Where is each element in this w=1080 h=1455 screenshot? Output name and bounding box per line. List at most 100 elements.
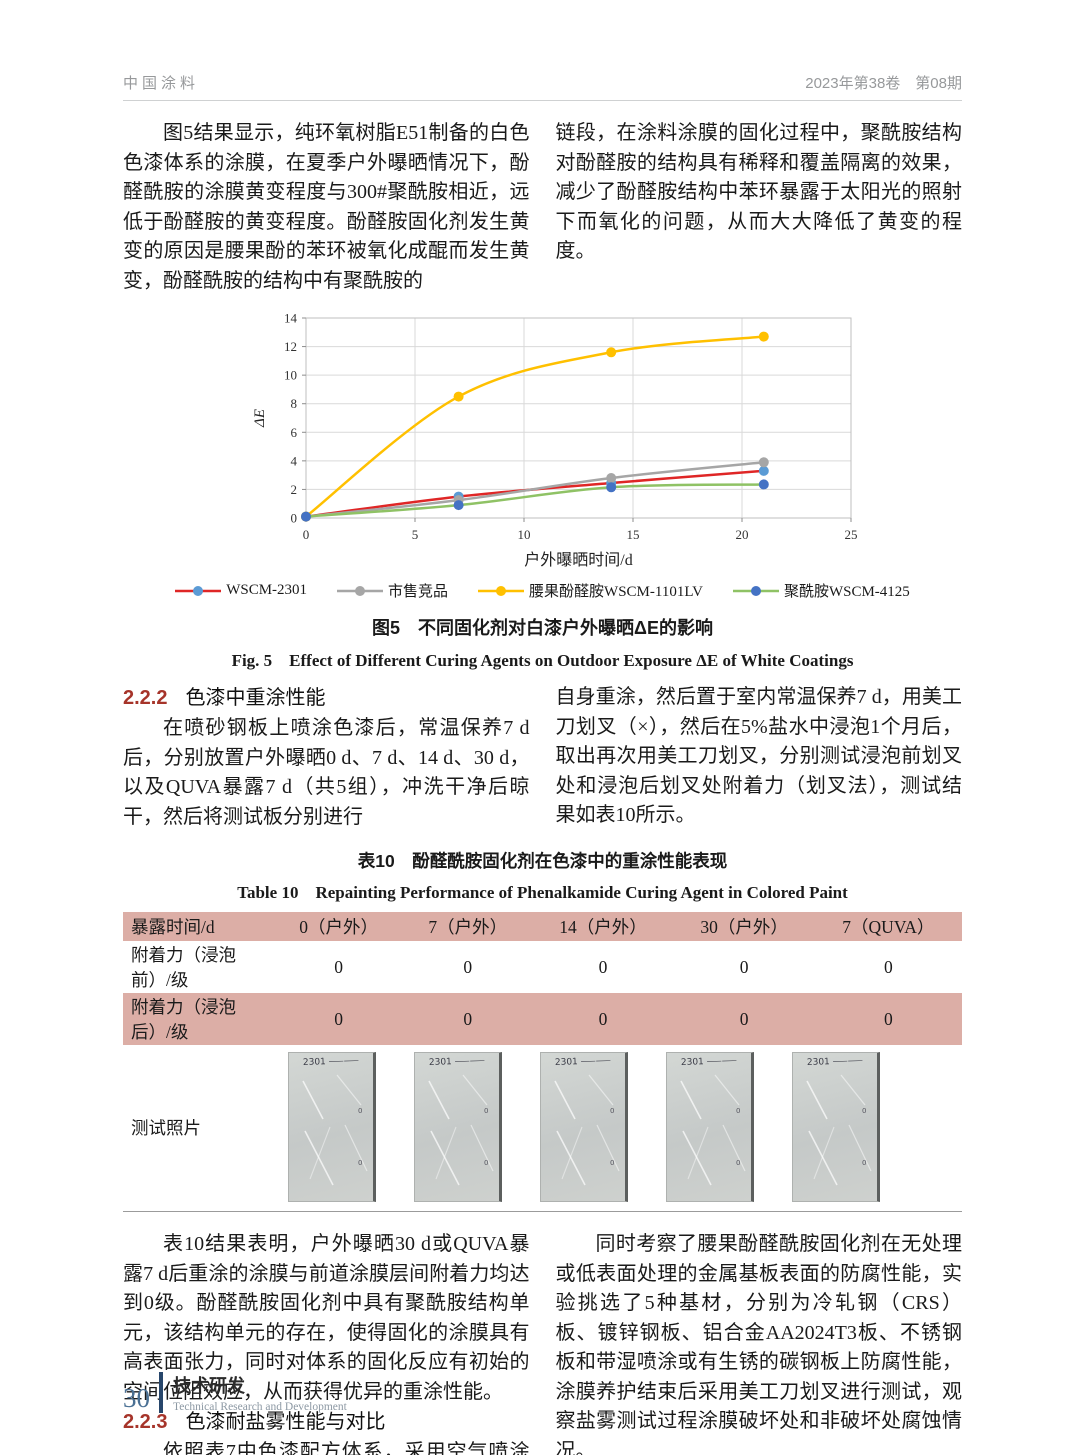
table-header-cell: 0（户外） xyxy=(299,917,378,937)
svg-text:2301 ⸺⸺: 2301 ⸺⸺ xyxy=(303,1056,359,1068)
legend-swatch xyxy=(337,585,384,596)
chart-legend: WSCM-2301 市售竞品 腰果酚醛胺WSCM-1101LV 聚酰胺WSCM-412… xyxy=(123,580,962,601)
data-point-腰果酚醛胺WSCM-1101LV xyxy=(758,331,769,342)
section-2-2-2-left-column: 2.2.2 色漆中重涂性能 在喷砂钢板上喷涂色漆后，常温保养7 d后，分别放置户外… xyxy=(123,683,530,832)
legend-item: 聚酰胺WSCM-4125 xyxy=(732,580,910,601)
x-tick-label: 15 xyxy=(627,527,640,542)
series-line-腰果酚醛胺WSCM-1101LV xyxy=(305,335,764,518)
section-2-2-2-right-paragraph: 自身重涂，然后置于室内常温保养7 d，用美工刀划叉（×），然后在5%盐水中浸泡1… xyxy=(555,686,963,826)
svg-text:0: 0 xyxy=(358,1107,362,1115)
table10-title-en: Table 10 Repainting Performance of Phena… xyxy=(237,883,848,902)
x-tick-label: 20 xyxy=(736,527,749,542)
table-cell: 0 xyxy=(598,1008,608,1029)
table10-photo-row: 测试照片 2301 ⸺⸺ 0 0 2301 ⸺⸺ 0 0 2301 ⸺⸺ 0 0 2301 ⸺⸺ 0… xyxy=(123,1045,962,1212)
figure5-caption-en: Fig. 5 Effect of Different Curing Agents… xyxy=(231,651,854,670)
y-tick-label: 0 xyxy=(291,511,298,526)
x-axis-title: 户外曝晒时间/d xyxy=(524,551,632,569)
discussion-left-paragraph-1: 表10结果表明，户外曝晒30 d或QUVA暴露7 d后重涂的涂膜与前道涂膜层间附… xyxy=(123,1233,530,1403)
table-cell: 0 xyxy=(334,1008,343,1029)
table-header-cell: 14（户外） xyxy=(559,917,647,937)
page-number: 30 xyxy=(123,1383,150,1413)
y-tick-label: 8 xyxy=(291,396,298,411)
legend-swatch xyxy=(175,585,222,596)
footer-section-zh: 技术研发 xyxy=(173,1376,245,1396)
legend-item: 市售竞品 xyxy=(337,580,448,601)
section-title: 色漆中重涂性能 xyxy=(185,687,326,709)
section-2-2-2: 2.2.2 色漆中重涂性能 在喷砂钢板上喷涂色漆后，常温保养7 d后，分别放置户外… xyxy=(123,683,962,832)
footer-divider-bar xyxy=(159,1372,163,1413)
svg-text:0: 0 xyxy=(610,1107,614,1115)
table-row: 附着力（浸泡后）/级 0 0 0 0 0 xyxy=(123,993,962,1045)
legend-label: WSCM-2301 xyxy=(226,582,308,598)
section-2-2-2-left-paragraph: 在喷砂钢板上喷涂色漆后，常温保养7 d后，分别放置户外曝晒0 d、7 d、14 … xyxy=(123,717,530,828)
scratch-marks: 2301 ⸺⸺ 0 0 xyxy=(428,1056,494,1186)
test-panel-photo: 2301 ⸺⸺ 0 0 xyxy=(792,1052,881,1202)
page-footer: 30 技术研发 Technical Research and Developme… xyxy=(123,1372,347,1413)
issue-info: 2023年第38卷 第08期 xyxy=(805,75,962,92)
section-number: 2.2.3 xyxy=(123,1411,168,1433)
data-point-聚酰胺WSCM-4125 xyxy=(758,479,769,490)
x-tick-label: 10 xyxy=(518,527,531,542)
page-header: 中国涂料 2023年第38卷 第08期 xyxy=(123,0,962,101)
x-tick-label: 0 xyxy=(303,527,310,542)
section-2-2-2-heading: 2.2.2 色漆中重涂性能 xyxy=(123,683,530,714)
y-tick-label: 12 xyxy=(284,339,297,354)
svg-text:0: 0 xyxy=(736,1107,740,1115)
data-point-腰果酚醛胺WSCM-1101LV xyxy=(606,347,617,358)
series-line-聚酰胺WSCM-4125 xyxy=(305,483,764,518)
intro-left-paragraph: 图5结果显示，纯环氧树脂E51制备的白色色漆体系的涂膜，在夏季户外曝晒情况下，酚… xyxy=(123,122,530,292)
footer-section-en: Technical Research and Development xyxy=(173,1401,347,1413)
table-header-cell: 30（户外） xyxy=(700,917,788,937)
scratch-marks: 2301 ⸺⸺ 0 0 xyxy=(680,1056,746,1186)
discussion-left-column: 表10结果表明，户外曝晒30 d或QUVA暴露7 d后重涂的涂膜与前道涂膜层间附… xyxy=(123,1230,530,1455)
x-tick-label: 5 xyxy=(412,527,419,542)
data-point-WSCM-2301 xyxy=(758,465,769,476)
test-panel-photo: 2301 ⸺⸺ 0 0 xyxy=(666,1052,755,1202)
svg-text:2301 ⸺⸺: 2301 ⸺⸺ xyxy=(429,1056,485,1068)
discussion-section: 表10结果表明，户外曝晒30 d或QUVA暴露7 d后重涂的涂膜与前道涂膜层间附… xyxy=(123,1230,962,1455)
intro-right-paragraph: 链段，在涂料涂膜的固化过程中，聚酰胺结构对酚醛胺的结构具有稀释和覆盖隔离的效果，… xyxy=(555,122,963,262)
footer-section-block: 技术研发 Technical Research and Development xyxy=(173,1372,347,1413)
x-tick-label: 25 xyxy=(845,527,858,542)
plot-border xyxy=(305,317,852,519)
legend-item: 腰果酚醛胺WSCM-1101LV xyxy=(478,580,703,601)
table-cell: 附着力（浸泡前）/级 xyxy=(131,945,236,990)
table10: 暴露时间/d 0（户外） 7（户外） 14（户外） 30（户外） 7（QUVA） 附着力（浸… xyxy=(123,912,962,1045)
section-number: 2.2.2 xyxy=(123,687,168,709)
table-cell: 0 xyxy=(739,1008,749,1029)
section-2-2-2-right-column: 自身重涂，然后置于室内常温保养7 d，用美工刀划叉（×），然后在5%盐水中浸泡1… xyxy=(556,683,963,832)
table-header-row: 暴露时间/d 0（户外） 7（户外） 14（户外） 30（户外） 7（QUVA） xyxy=(123,912,962,941)
data-point-聚酰胺WSCM-4125 xyxy=(301,511,311,522)
svg-text:2301 ⸺⸺: 2301 ⸺⸺ xyxy=(555,1056,611,1068)
svg-text:0: 0 xyxy=(358,1159,362,1167)
table-row: 附着力（浸泡前）/级 0 0 0 0 0 xyxy=(123,941,962,993)
data-point-腰果酚醛胺WSCM-1101LV xyxy=(453,391,464,402)
svg-text:0: 0 xyxy=(736,1159,740,1167)
discussion-right-paragraph-1: 同时考察了腰果酚醛酰胺固化剂在无处理或低表面处理的金属基板表面的防腐性能，实验挑… xyxy=(555,1233,963,1455)
legend-label: 聚酰胺WSCM-4125 xyxy=(783,584,910,600)
section-2-2-3-heading: 2.2.3 色漆耐盐雾性能与对比 xyxy=(123,1407,530,1438)
journal-name: 中国涂料 xyxy=(123,75,200,92)
legend-swatch xyxy=(732,585,779,596)
table-cell: 0 xyxy=(463,1008,473,1029)
y-axis-title: ΔE xyxy=(252,409,268,428)
scratch-marks: 2301 ⸺⸺ 0 0 xyxy=(554,1056,620,1186)
test-panel-photo: 2301 ⸺⸺ 0 0 xyxy=(414,1052,503,1202)
y-tick-label: 6 xyxy=(291,425,298,440)
test-panel-photo: 2301 ⸺⸺ 0 0 xyxy=(288,1052,377,1202)
table10-block: 表10 酚醛酰胺固化剂在色漆中的重涂性能表现 Table 10 Repainti… xyxy=(123,848,962,1212)
table-cell: 0 xyxy=(883,1008,893,1029)
table-header-cell: 暴露时间/d xyxy=(131,917,215,937)
table-header-cell: 7（QUVA） xyxy=(842,917,935,937)
figure5-block: 0 2 4 6 8 10 12 14 0 5 10 15 20 25 户外曝晒时间/d ΔE WSCM-230… xyxy=(123,310,962,671)
test-photos: 2301 ⸺⸺ 0 0 2301 ⸺⸺ 0 0 2301 ⸺⸺ 0 0 2301 ⸺⸺ 0 0 2301… xyxy=(288,1052,881,1202)
legend-item: WSCM-2301 xyxy=(175,582,307,599)
table-cell: 0 xyxy=(598,956,608,977)
svg-text:0: 0 xyxy=(484,1159,488,1167)
data-point-聚酰胺WSCM-4125 xyxy=(606,482,617,493)
data-point-聚酰胺WSCM-4125 xyxy=(453,500,464,511)
discussion-right-column: 同时考察了腰果酚醛酰胺固化剂在无处理或低表面处理的金属基板表面的防腐性能，实验挑… xyxy=(556,1230,963,1455)
data-point-市售竞品 xyxy=(606,473,617,483)
legend-label: 市售竞品 xyxy=(388,584,449,600)
scratch-marks: 2301 ⸺⸺ 0 0 xyxy=(302,1056,368,1186)
